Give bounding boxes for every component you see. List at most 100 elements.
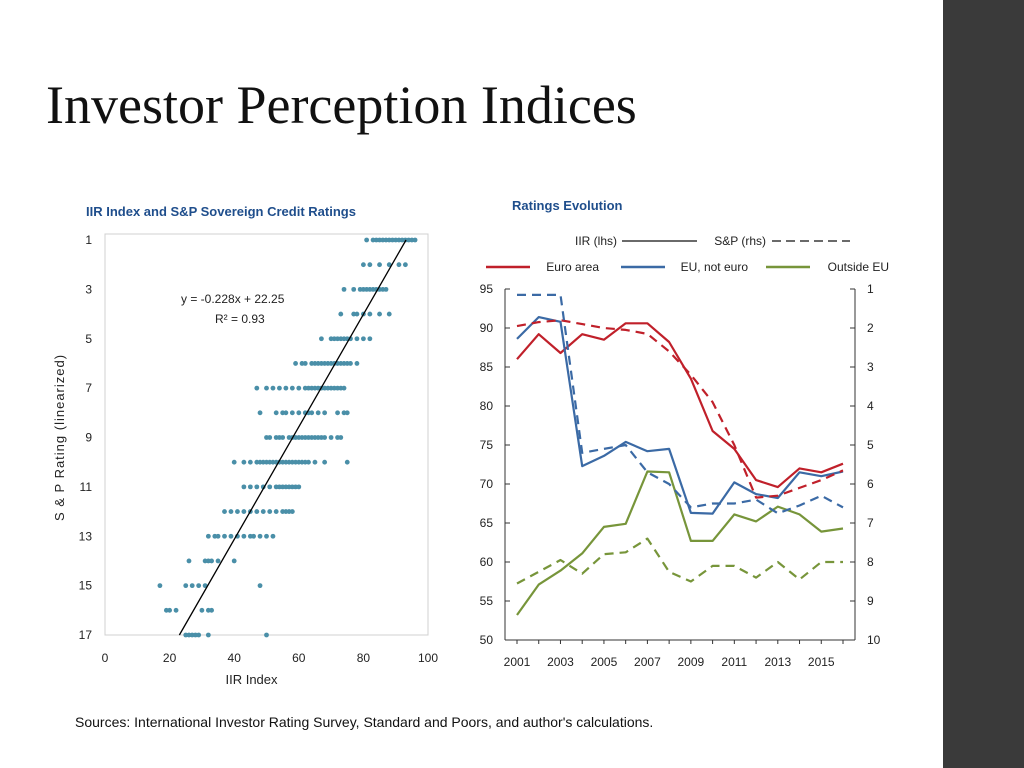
scatter-point — [361, 336, 366, 342]
scatter-point — [354, 361, 360, 366]
left-tick-label: 55 — [480, 594, 494, 608]
scatter-point — [241, 484, 247, 490]
scatter-point — [173, 607, 179, 613]
scatter-point — [251, 533, 256, 539]
legend-group-label: Outside EU — [828, 260, 889, 274]
x-tick-label: 0 — [102, 651, 109, 665]
r-squared-label: R² = 0.93 — [215, 312, 265, 326]
scatter-point — [241, 533, 247, 539]
scatter-point — [386, 311, 392, 317]
right-tick-label: 2 — [867, 321, 874, 335]
scatter-point — [267, 435, 273, 440]
x-tick-label: 40 — [228, 651, 242, 665]
scatter-point — [335, 410, 340, 416]
legend-style-label: S&P (rhs) — [714, 234, 766, 248]
scatter-point — [228, 533, 234, 539]
scatter-point — [412, 237, 418, 243]
scatter-point — [322, 410, 328, 416]
regression-line — [178, 239, 407, 636]
scatter-point — [228, 509, 234, 514]
series-line — [516, 470, 844, 616]
x-tick-label: 2015 — [808, 655, 835, 669]
x-tick-label: 2009 — [678, 655, 705, 669]
line-chart-title: Ratings Evolution — [512, 198, 623, 213]
line-chart: 50 55 60 65 70 75 80 85 90 95 1 2 3 4 5 6 7 8 9 10 2001 2003 2… — [480, 234, 889, 669]
scatter-point — [254, 484, 260, 490]
left-tick-label: 90 — [480, 321, 494, 335]
scatter-point — [270, 385, 276, 391]
scatter-point — [209, 558, 214, 564]
x-tick-label: 2001 — [504, 655, 531, 669]
left-tick-label: 70 — [480, 477, 494, 491]
scatter-point — [354, 336, 360, 342]
scatter-point — [322, 435, 328, 440]
scatter-point — [222, 533, 227, 539]
scatter-point — [306, 459, 311, 465]
scatter-point — [231, 558, 237, 564]
x-tick-label: 2003 — [547, 655, 574, 669]
scatter-point — [257, 410, 263, 416]
scatter-point — [267, 509, 273, 514]
scatter-point — [293, 361, 298, 366]
left-tick-label: 80 — [480, 399, 494, 413]
scatter-point — [273, 509, 279, 514]
y-tick-label: 17 — [79, 628, 93, 642]
slide-side-bar — [943, 0, 1024, 768]
scatter-point — [264, 632, 269, 638]
y-tick-label: 9 — [85, 431, 92, 445]
scatter-point — [273, 410, 279, 416]
scatter-point — [283, 385, 289, 391]
y-tick-label: 11 — [80, 480, 93, 494]
y-tick-label: 1 — [85, 233, 92, 247]
regression-equation: y = -0.228x + 22.25 — [181, 292, 285, 306]
legend-style-label: IIR (lhs) — [575, 234, 617, 248]
scatter-point — [361, 262, 366, 268]
scatter-point — [328, 435, 334, 440]
right-tick-label: 1 — [867, 282, 874, 296]
scatter-point — [183, 583, 189, 589]
x-tick-label: 2005 — [591, 655, 618, 669]
series-line — [516, 319, 844, 499]
scatter-point — [296, 484, 302, 490]
scatter-point — [296, 385, 302, 391]
scatter-point — [260, 509, 266, 514]
x-tick-label: 2011 — [721, 655, 747, 669]
x-tick-label: 100 — [418, 651, 438, 665]
scatter-point — [302, 361, 308, 366]
y-tick-label: 13 — [79, 529, 93, 543]
scatter-point — [196, 632, 202, 638]
scatter-point — [338, 435, 344, 440]
right-tick-label: 7 — [867, 516, 874, 530]
slide-title: Investor Perception Indices — [46, 75, 637, 135]
scatter-point — [215, 558, 221, 564]
right-tick-label: 9 — [867, 594, 874, 608]
scatter-point — [319, 336, 324, 342]
scatter-point — [402, 262, 408, 268]
scatter-point — [289, 385, 295, 391]
scatter-point — [367, 336, 373, 342]
right-tick-label: 3 — [867, 360, 874, 374]
series-line — [516, 537, 843, 585]
scatter-point — [157, 583, 163, 589]
series-line — [517, 293, 844, 515]
scatter-point — [341, 286, 347, 292]
scatter-point — [315, 410, 321, 416]
left-tick-label: 50 — [480, 633, 494, 647]
left-tick-label: 85 — [480, 360, 494, 374]
scatter-point — [167, 607, 173, 613]
y-tick-label: 7 — [85, 381, 92, 395]
scatter-point — [383, 286, 389, 292]
left-tick-label: 60 — [480, 555, 494, 569]
scatter-point — [277, 385, 282, 391]
x-tick-label: 2013 — [764, 655, 791, 669]
right-tick-label: 4 — [867, 399, 874, 413]
x-tick-label: 20 — [163, 651, 177, 665]
scatter-chart-title: IIR Index and S&P Sovereign Credit Ratin… — [86, 204, 356, 219]
scatter-point — [205, 533, 211, 539]
scatter-point — [235, 509, 240, 514]
scatter-point — [289, 410, 295, 416]
scatter-point — [367, 311, 373, 317]
sources-note: Sources: International Investor Rating S… — [75, 714, 654, 730]
scatter-point — [280, 435, 286, 440]
scatter-point — [264, 533, 269, 539]
